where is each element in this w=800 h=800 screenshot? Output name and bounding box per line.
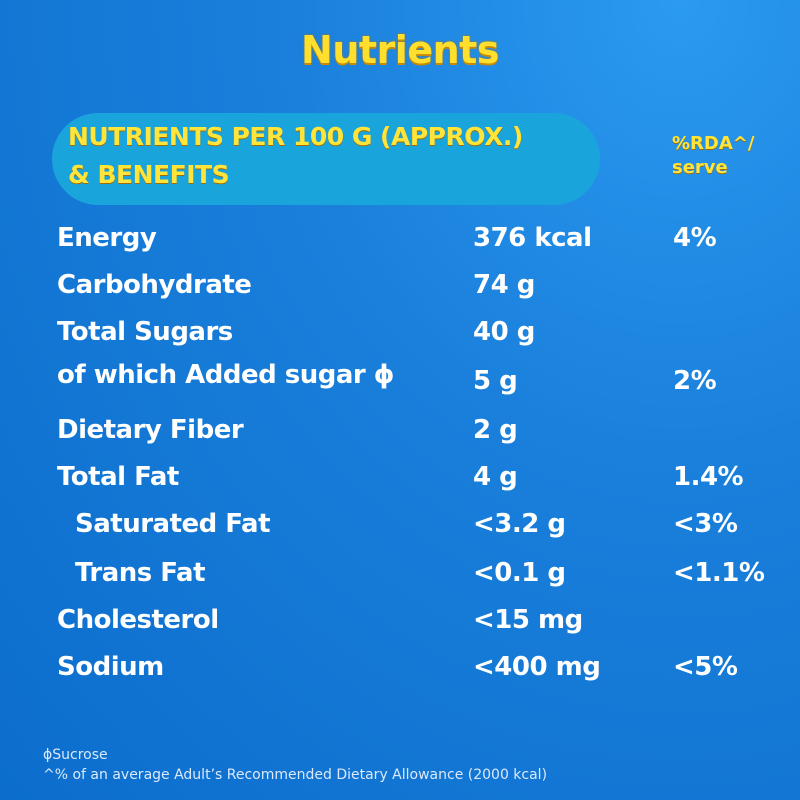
nutrient-label: Saturated Fat bbox=[75, 509, 271, 539]
nutrient-rda: <5% bbox=[673, 652, 738, 682]
rda-header-line-2: serve bbox=[672, 157, 728, 178]
rda-header-line-1: %RDA^/ bbox=[672, 133, 755, 154]
nutrient-label: Carbohydrate bbox=[57, 270, 252, 300]
nutrient-value: 5 g bbox=[473, 366, 518, 396]
table-row: Total Fat 4 g 1.4% bbox=[0, 462, 800, 498]
table-row: Cholesterol <15 mg bbox=[0, 605, 800, 641]
nutrient-label: Energy bbox=[57, 223, 157, 253]
header-line-2: & BENEFITS bbox=[68, 160, 230, 189]
nutrient-label: of which Added sugar ϕ bbox=[57, 360, 395, 390]
nutrient-rda: <1.1% bbox=[673, 558, 765, 588]
nutrient-value: <15 mg bbox=[473, 605, 583, 635]
table-row: Trans Fat <0.1 g <1.1% bbox=[0, 558, 800, 594]
table-header: NUTRIENTS PER 100 G (APPROX.) & BENEFITS bbox=[68, 118, 523, 194]
nutrient-rda: 4% bbox=[673, 223, 717, 253]
nutrient-value: 40 g bbox=[473, 317, 535, 347]
header-line-1: NUTRIENTS PER 100 G (APPROX.) bbox=[68, 122, 523, 151]
nutrient-value: <3.2 g bbox=[473, 509, 566, 539]
nutrient-label: Total Fat bbox=[57, 462, 179, 492]
footnote-rda: ^% of an average Adult’s Recommended Die… bbox=[43, 767, 548, 783]
nutrient-label: Total Sugars bbox=[57, 317, 233, 347]
nutrient-value: <0.1 g bbox=[473, 558, 566, 588]
nutrient-label: Cholesterol bbox=[57, 605, 219, 635]
nutrient-label: Sodium bbox=[57, 652, 164, 682]
nutrient-rda: 1.4% bbox=[673, 462, 744, 492]
table-row: Sodium <400 mg <5% bbox=[0, 652, 800, 688]
nutrient-rda: 2% bbox=[673, 366, 717, 396]
table-row: Saturated Fat <3.2 g <3% bbox=[0, 509, 800, 545]
nutrient-value: 74 g bbox=[473, 270, 535, 300]
nutrient-value: 4 g bbox=[473, 462, 518, 492]
nutrient-rda: <3% bbox=[673, 509, 738, 539]
table-row: Energy 376 kcal 4% bbox=[0, 223, 800, 259]
page-title: Nutrients bbox=[301, 28, 499, 72]
header-pill bbox=[52, 113, 600, 205]
nutrient-value: 376 kcal bbox=[473, 223, 592, 253]
nutrient-label: Trans Fat bbox=[75, 558, 206, 588]
table-row: of which Added sugar ϕ 5 g 2% bbox=[0, 360, 800, 396]
table-row: Total Sugars 40 g bbox=[0, 317, 800, 353]
footnote-sucrose: ϕSucrose bbox=[43, 747, 108, 763]
nutrient-label: Dietary Fiber bbox=[57, 415, 244, 445]
table-row: Carbohydrate 74 g bbox=[0, 270, 800, 306]
nutrient-value: <400 mg bbox=[473, 652, 601, 682]
table-row: Dietary Fiber 2 g bbox=[0, 415, 800, 451]
rda-header: %RDA^/ serve bbox=[672, 132, 754, 180]
nutrient-value: 2 g bbox=[473, 415, 518, 445]
